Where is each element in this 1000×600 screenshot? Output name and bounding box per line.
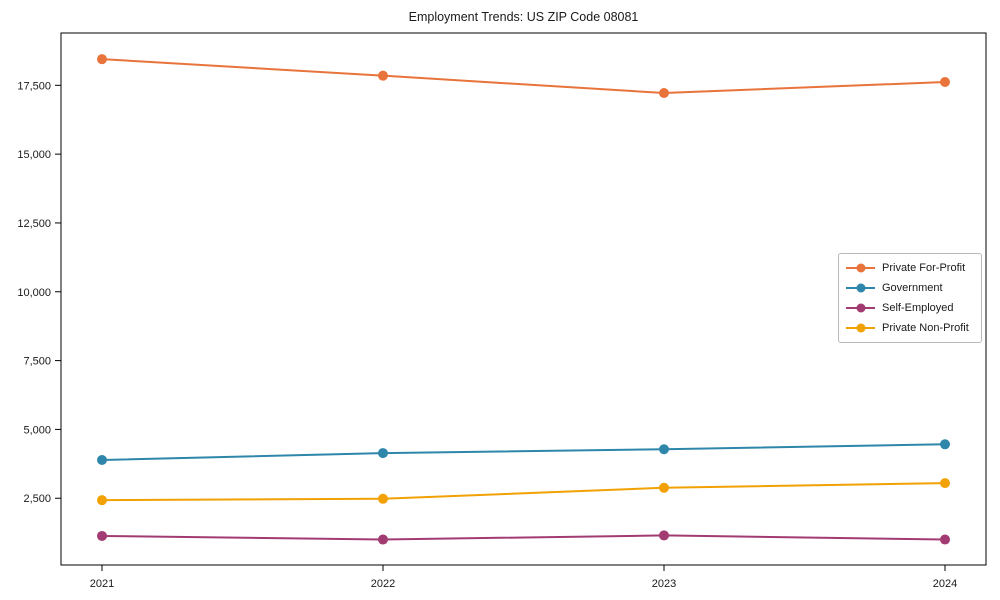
x-tick-label: 2022 — [371, 578, 395, 590]
data-point-private-for-profit-2022 — [378, 70, 388, 81]
data-point-government-2021 — [97, 454, 107, 465]
legend-dot-self-employed — [856, 303, 865, 313]
data-point-self-employed-2023 — [659, 530, 669, 541]
legend-marker-government — [846, 283, 875, 293]
data-point-government-2023 — [659, 444, 669, 455]
y-tick-label: 12,500 — [17, 218, 51, 230]
legend-item-self-employed: Self-Employed — [846, 301, 973, 315]
y-tick-label: 17,500 — [17, 80, 51, 92]
data-point-private-for-profit-2023 — [659, 88, 669, 99]
data-point-private-for-profit-2024 — [940, 77, 950, 88]
series-line-government — [101, 443, 946, 461]
legend-marker-self-employed — [846, 303, 875, 313]
y-tick-label: 15,000 — [17, 149, 51, 161]
x-tick-label: 2021 — [90, 578, 114, 590]
legend-dot-private-for-profit — [856, 263, 865, 273]
y-tick-label: 5,000 — [23, 424, 51, 436]
legend-item-private-non-profit: Private Non-Profit — [846, 321, 973, 335]
legend-label-private-for-profit: Private For-Profit — [882, 262, 966, 274]
y-tick-label: 2,500 — [23, 493, 51, 505]
data-point-private-for-profit-2021 — [97, 54, 107, 65]
chart-title: Employment Trends: US ZIP Code 08081 — [408, 10, 639, 24]
legend-label-government: Government — [882, 282, 943, 294]
data-point-private-non-profit-2024 — [940, 478, 950, 489]
legend-label-private-non-profit: Private Non-Profit — [882, 322, 969, 334]
plot-frame — [60, 32, 987, 566]
data-point-self-employed-2022 — [378, 534, 388, 545]
data-point-government-2024 — [940, 439, 950, 450]
legend-item-private-for-profit: Private For-Profit — [846, 261, 973, 275]
legend-marker-private-non-profit — [846, 323, 875, 333]
series-line-self-employed — [101, 534, 946, 541]
y-tick-label: 7,500 — [23, 356, 51, 368]
legend-dot-government — [856, 283, 865, 293]
x-tick-label: 2023 — [652, 578, 676, 590]
data-point-government-2022 — [378, 448, 388, 459]
y-tick-label: 10,000 — [17, 287, 51, 299]
chart-legend: Private For-Profit Government Self-Employe… — [838, 253, 982, 343]
legend-dot-private-non-profit — [856, 323, 865, 333]
data-point-self-employed-2024 — [940, 534, 950, 545]
legend-label-self-employed: Self-Employed — [882, 302, 954, 314]
data-point-self-employed-2021 — [97, 530, 107, 541]
data-point-private-non-profit-2021 — [97, 495, 107, 506]
x-tick-label: 2024 — [933, 578, 957, 590]
data-point-private-non-profit-2023 — [659, 482, 669, 493]
series-line-private-for-profit — [101, 58, 946, 95]
series-line-private-non-profit — [101, 482, 946, 502]
legend-item-government: Government — [846, 281, 973, 295]
data-point-private-non-profit-2022 — [378, 493, 388, 504]
legend-marker-private-for-profit — [846, 263, 875, 273]
